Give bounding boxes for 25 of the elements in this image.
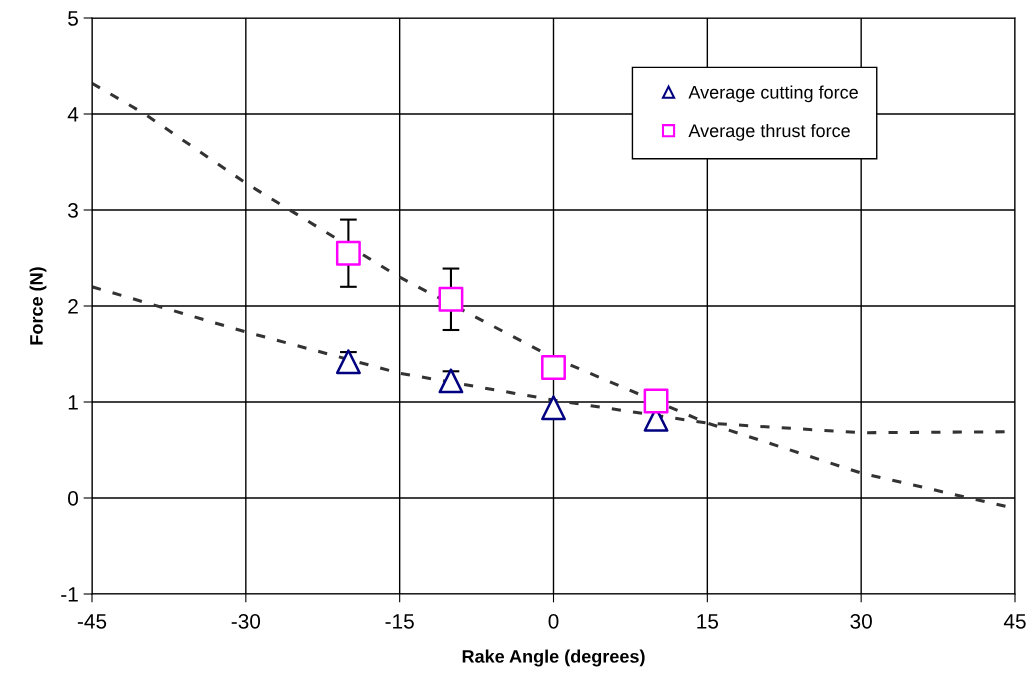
legend-label: Average cutting force [688,85,858,103]
point [438,368,464,394]
y-tick-label: 5 [68,11,78,26]
point [643,388,669,414]
y-tick-label: 0 [68,491,78,506]
y-tick-label: 3 [68,203,78,218]
x-axis-title: Rake Angle (degrees) [462,649,645,667]
x-tick-label: -15 [385,614,414,629]
x-tick-label: -30 [231,613,261,629]
y-tick-label: -1 [61,587,78,602]
x-tick-label: 45 [1003,614,1026,629]
y-axis-title: Force (N) [29,267,47,345]
x-tick-label: 15 [697,614,719,629]
x-tick-label: -45 [77,614,107,629]
x-tick-label: 0 [548,613,559,629]
x-tick-label: 30 [850,613,872,629]
point [335,240,361,266]
legend-label: Average thrust force [688,123,850,141]
point [541,354,566,380]
point [335,349,361,375]
point [541,395,566,421]
point [438,286,464,312]
y-tick-label: 1 [68,395,78,410]
y-tick-label: 2 [68,299,78,314]
y-tick-label: 4 [67,107,79,122]
